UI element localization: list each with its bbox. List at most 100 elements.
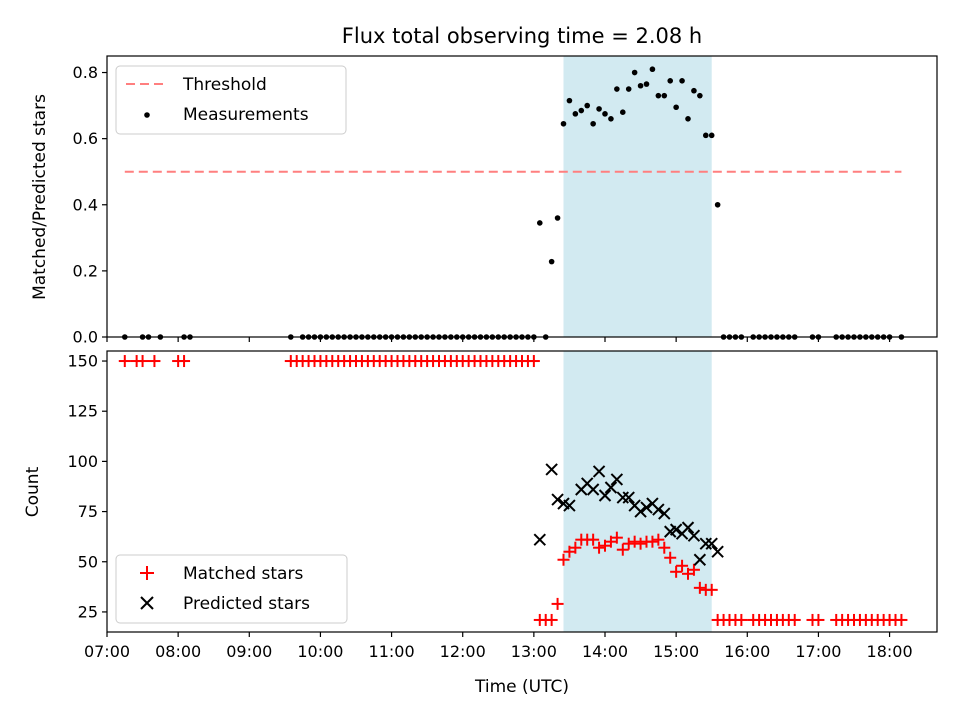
top-y-tick-label: 0.8: [73, 63, 98, 82]
measurement-point: [685, 116, 691, 122]
matched-star-point: [652, 533, 665, 546]
matched-star-point: [788, 613, 801, 626]
measurement-point: [560, 120, 567, 127]
measurement-point: [608, 116, 614, 122]
matched-star-point: [812, 613, 825, 626]
predicted-star-point: [545, 463, 558, 476]
matched-star-point: [557, 553, 570, 566]
legend-threshold-label: Threshold: [182, 75, 267, 95]
matched-star-point: [136, 355, 149, 368]
top-y-tick-label: 0.6: [73, 129, 98, 148]
predicted-star-point: [622, 491, 635, 504]
measurement-point: [661, 92, 668, 99]
predicted-star-point: [551, 493, 564, 506]
legend-matched-label: Matched stars: [183, 564, 303, 584]
predicted-star-point: [586, 483, 600, 496]
matched-star-point: [622, 537, 635, 550]
measurement-point: [619, 109, 626, 115]
matched-star-point: [545, 613, 558, 626]
bottom-y-tick-label: 100: [67, 452, 98, 471]
predicted-star-point: [598, 489, 612, 502]
measurement-point: [649, 66, 656, 73]
measurement-point: [554, 215, 561, 221]
matched-star-point: [676, 559, 689, 572]
legend-measurements-label: Measurements: [183, 105, 309, 125]
x-tick-label: 12:00: [440, 642, 486, 661]
x-tick-label: 16:00: [724, 642, 770, 661]
measurement-point: [572, 111, 579, 117]
legend-measurements-swatch: [144, 112, 150, 118]
measurement-point: [614, 86, 620, 92]
matched-star-point: [569, 541, 582, 554]
matched-star-point: [664, 551, 677, 564]
measurement-point: [702, 132, 709, 139]
matched-star-point: [735, 613, 748, 626]
x-tick-label: 13:00: [511, 642, 557, 661]
matched-star-point: [693, 581, 706, 594]
predicted-star-point: [658, 507, 671, 520]
top-panel: 0.00.20.40.60.8 Matched/Predicted stars …: [30, 55, 938, 347]
x-tick-label: 17:00: [795, 642, 841, 661]
predicted-star-point: [563, 499, 576, 512]
measurement-point: [691, 87, 697, 94]
predicted-star-point: [652, 503, 665, 516]
matched-star-point: [670, 565, 683, 578]
measurement-point: [578, 107, 585, 114]
top-y-tick-label: 0.4: [73, 195, 98, 214]
bottom-panel: 25 50 75 100 125 150 07:00 08:00 09:00 10:00 11:0…: [23, 350, 938, 697]
measurement-point: [708, 132, 715, 139]
matched-star-point: [616, 543, 629, 556]
matched-star-point: [895, 613, 908, 626]
measurement-point: [596, 106, 602, 112]
x-tick-label: 15:00: [653, 642, 699, 661]
measurement-point: [697, 92, 703, 99]
top-highlight-span: [563, 56, 712, 337]
predicted-star-point: [669, 523, 683, 536]
matched-star-point: [705, 583, 718, 596]
measurement-point: [536, 220, 543, 226]
bottom-y-tick-label: 125: [67, 402, 98, 421]
bottom-axes-frame: [106, 350, 938, 633]
bottom-y-tick-label: 50: [78, 552, 98, 571]
predicted-star-point: [705, 537, 718, 550]
x-tick-label: 09:00: [226, 642, 272, 661]
matched-star-point: [646, 535, 659, 548]
predicted-star-point: [711, 545, 724, 558]
matched-star-point: [610, 531, 623, 544]
measurement-point: [643, 81, 650, 87]
matched-star-point: [687, 563, 700, 576]
predicted-star-point: [681, 521, 695, 534]
top-legend: Threshold Measurements: [115, 65, 347, 135]
predicted-star-point: [610, 473, 624, 486]
measurement-point: [566, 97, 573, 104]
measurement-point: [625, 86, 632, 92]
matched-star-point: [628, 535, 641, 548]
legend-predicted-label: Predicted stars: [183, 594, 310, 614]
x-tick-label: 14:00: [582, 642, 628, 661]
bottom-highlight-span: [563, 351, 712, 632]
predicted-star-point: [533, 533, 546, 546]
measurement-point: [667, 77, 674, 84]
measurement-point: [590, 120, 596, 127]
top-y-tick-label: 0.2: [73, 261, 98, 280]
measurement-point: [714, 201, 721, 208]
bottom-y-tick-label: 75: [78, 502, 98, 521]
bottom-y-tick-label: 25: [78, 602, 98, 621]
measurement-point: [631, 69, 638, 76]
matched-star-point: [118, 355, 131, 368]
measurement-point: [548, 258, 555, 265]
top-y-tick-label: 0.0: [73, 328, 98, 347]
predicted-star-point: [640, 501, 653, 514]
top-axes-frame: [106, 55, 938, 338]
bottom-y-tick-label: 150: [67, 352, 98, 371]
measurement-point: [679, 77, 685, 84]
x-tick-label: 10:00: [297, 642, 343, 661]
predicted-star-point: [604, 481, 618, 494]
matched-star-point: [551, 597, 564, 610]
matched-star-point: [178, 355, 191, 368]
predicted-star-point: [693, 553, 707, 566]
matched-star-point: [587, 533, 600, 546]
bottom-legend: Matched stars Predicted stars: [115, 554, 348, 624]
matched-star-point: [148, 355, 161, 368]
